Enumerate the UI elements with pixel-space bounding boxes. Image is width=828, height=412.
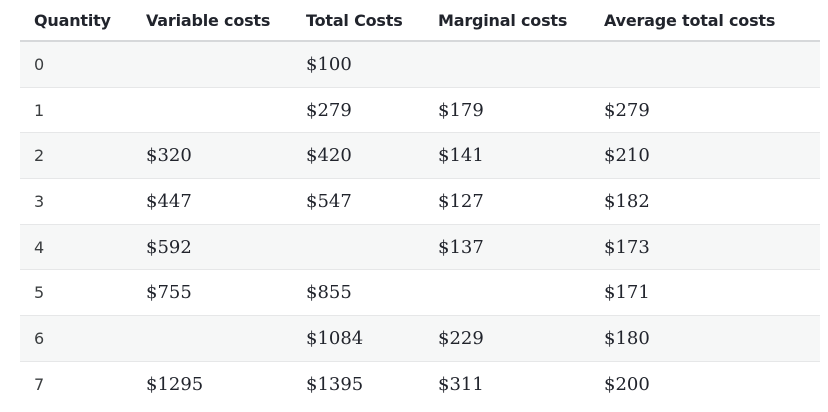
cell-total-costs: $855 bbox=[292, 269, 424, 317]
cell-marginal-costs: $141 bbox=[424, 132, 590, 180]
cell-quantity: 1 bbox=[20, 87, 132, 134]
cell-average-total-costs: $171 bbox=[590, 269, 820, 317]
table-body: 0 $100 1 $279 $179 $279 2 $320 $420 $141… bbox=[20, 41, 820, 407]
cell-marginal-costs: $229 bbox=[424, 315, 590, 362]
cell-total-costs: $420 bbox=[292, 132, 424, 180]
cell-total-costs: $100 bbox=[292, 41, 424, 88]
header-marginal-costs: Marginal costs bbox=[424, 0, 590, 42]
cell-variable-costs: $755 bbox=[132, 269, 292, 317]
table-row: 3 $447 $547 $127 $182 bbox=[20, 178, 820, 225]
header-row: Quantity Variable costs Total Costs Marg… bbox=[20, 0, 820, 42]
header-variable-costs: Variable costs bbox=[132, 0, 292, 42]
cell-quantity: 7 bbox=[34, 374, 45, 394]
header-average-total-costs: Average total costs bbox=[590, 0, 820, 42]
cell-variable-costs bbox=[132, 315, 292, 362]
table-row: 1 $279 $179 $279 bbox=[20, 87, 820, 134]
cell-average-total-costs: $200 bbox=[604, 373, 650, 395]
cost-table: Quantity Variable costs Total Costs Marg… bbox=[20, 0, 820, 407]
cell-total-costs bbox=[292, 224, 424, 271]
cell-marginal-costs: $179 bbox=[424, 87, 590, 134]
cell-variable-costs: $320 bbox=[132, 132, 292, 180]
cell-quantity: 0 bbox=[20, 41, 132, 88]
cell-total-costs: $547 bbox=[292, 178, 424, 225]
cell-marginal-costs bbox=[424, 269, 590, 317]
cell-variable-costs bbox=[132, 41, 292, 88]
cell-marginal-costs: $311 bbox=[438, 373, 484, 395]
header-total-costs: Total Costs bbox=[292, 0, 424, 42]
cell-quantity: 4 bbox=[20, 224, 132, 271]
cell-quantity: 2 bbox=[20, 132, 132, 180]
table-row: 7 $1295 $1395 $311 $200 bbox=[20, 361, 820, 406]
cell-quantity: 3 bbox=[20, 178, 132, 225]
cell-variable-costs: $1295 bbox=[146, 373, 204, 395]
cell-average-total-costs: $210 bbox=[590, 132, 820, 180]
cell-variable-costs: $592 bbox=[132, 224, 292, 271]
cell-total-costs: $279 bbox=[292, 87, 424, 134]
table-row: 5 $755 $855 $171 bbox=[20, 269, 820, 317]
cell-marginal-costs: $137 bbox=[424, 224, 590, 271]
cell-marginal-costs bbox=[424, 41, 590, 88]
cell-average-total-costs: $173 bbox=[590, 224, 820, 271]
header-quantity: Quantity bbox=[20, 0, 132, 42]
cost-table-container: Quantity Variable costs Total Costs Marg… bbox=[20, 0, 820, 407]
cell-quantity: 6 bbox=[20, 315, 132, 362]
table-row: 4 $592 $137 $173 bbox=[20, 224, 820, 271]
cell-variable-costs bbox=[132, 87, 292, 134]
table-row: 2 $320 $420 $141 $210 bbox=[20, 132, 820, 180]
table-row: 0 $100 bbox=[20, 41, 820, 88]
cell-marginal-costs: $127 bbox=[424, 178, 590, 225]
table-header: Quantity Variable costs Total Costs Marg… bbox=[20, 0, 820, 42]
cell-average-total-costs bbox=[590, 41, 820, 88]
cell-average-total-costs: $279 bbox=[590, 87, 820, 134]
cell-quantity: 5 bbox=[20, 269, 132, 317]
cell-average-total-costs: $182 bbox=[590, 178, 820, 225]
table-row: 6 $1084 $229 $180 bbox=[20, 315, 820, 362]
cell-average-total-costs: $180 bbox=[590, 315, 820, 362]
cell-variable-costs: $447 bbox=[132, 178, 292, 225]
cell-total-costs: $1084 bbox=[292, 315, 424, 362]
cell-total-costs: $1395 bbox=[306, 373, 364, 395]
